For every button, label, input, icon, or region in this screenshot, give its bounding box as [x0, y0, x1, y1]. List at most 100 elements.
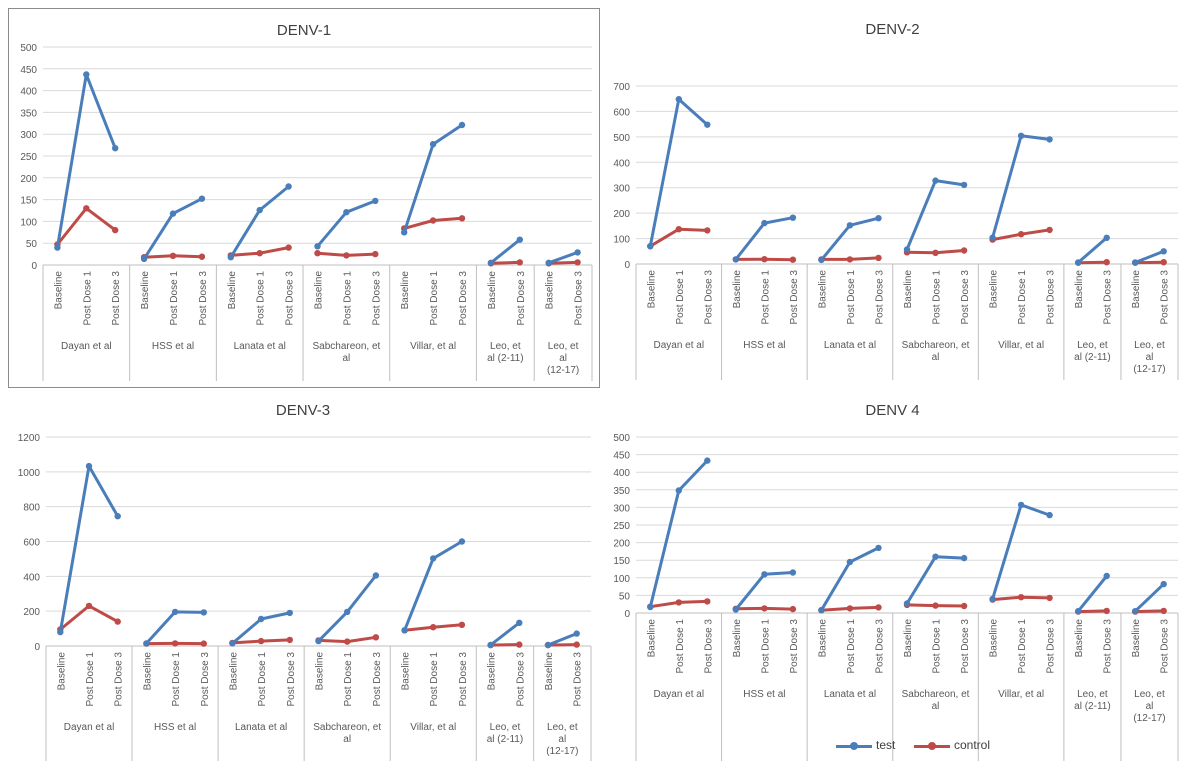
data-point-control — [846, 605, 854, 612]
data-point-control — [198, 253, 206, 260]
data-point-test — [143, 640, 150, 647]
data-point-test — [314, 243, 321, 250]
data-point-test — [1046, 136, 1053, 143]
group-label-line: (12-17) — [547, 365, 579, 376]
series-line-control — [489, 260, 522, 265]
series-line-control — [489, 643, 521, 647]
series-line-test — [1133, 249, 1166, 264]
group-label: Leo, et al (2-11) — [487, 341, 524, 364]
group-label-line: Leo, et — [490, 341, 521, 352]
data-point-control — [430, 624, 437, 631]
data-point-control — [789, 256, 797, 263]
x-tick-label: Baseline — [142, 652, 153, 691]
x-tick-label: Post Dose 3 — [703, 619, 714, 674]
x-tick-label: Post Dose 3 — [874, 270, 885, 325]
series-line-control — [1076, 260, 1109, 265]
group-label-line: (12-17) — [1133, 364, 1165, 375]
data-point-test — [675, 96, 682, 103]
data-point-test — [704, 457, 711, 464]
data-point-control — [1160, 259, 1167, 266]
data-point-control — [960, 247, 968, 254]
y-tick-label: 200 — [23, 607, 40, 618]
x-tick-label: Baseline — [56, 652, 67, 691]
group-label: HSS et al — [743, 340, 785, 351]
x-tick-label: Post Dose 1 — [429, 652, 440, 707]
y-tick-label: 600 — [613, 107, 630, 118]
data-point-test — [372, 197, 379, 205]
group-label-line: Leo, et — [1077, 340, 1108, 351]
data-point-test — [401, 627, 408, 634]
x-tick-label: Post Dose 3 — [515, 652, 526, 707]
data-point-test — [256, 206, 263, 214]
data-point-test — [1103, 572, 1110, 580]
data-point-control — [1017, 594, 1025, 601]
y-tick-label: 0 — [34, 642, 40, 653]
group-label: Dayan et al — [61, 341, 112, 352]
series-line-test — [991, 134, 1052, 240]
chart-panel-denv3: DENV-3 0 200 400 600 800 1000 1200 Baseline Post … — [8, 389, 598, 764]
x-tick-label: Baseline — [227, 271, 238, 310]
chart-svg-denv3: DENV-3 0 200 400 600 800 1000 1200 Baseline Post … — [18, 402, 592, 761]
data-point-control — [85, 602, 93, 610]
series-line-control — [547, 260, 580, 265]
group-label-line: al — [1146, 701, 1154, 712]
data-point-control — [875, 604, 882, 611]
data-point-test — [257, 615, 265, 623]
data-point-test — [227, 254, 234, 261]
x-tick-label: Post Dose 3 — [789, 270, 800, 325]
data-point-test — [903, 600, 911, 607]
group-label-line: Leo, et — [1134, 340, 1165, 351]
data-point-control — [112, 226, 119, 234]
y-tick-label: 100 — [613, 574, 630, 585]
y-tick-label: 450 — [20, 65, 37, 76]
group-label-line: al (2-11) — [1074, 352, 1111, 363]
data-point-control — [372, 634, 380, 641]
x-tick-label: Post Dose 3 — [372, 652, 383, 707]
series-line-test — [905, 179, 966, 251]
data-point-test — [83, 71, 90, 78]
x-tick-label: Post Dose 3 — [1103, 270, 1114, 325]
data-point-test — [846, 558, 854, 566]
x-tick-label: Baseline — [989, 270, 1000, 309]
x-tick-label: Baseline — [903, 270, 914, 309]
chart-title: DENV-3 — [276, 402, 330, 419]
data-point-control — [761, 256, 768, 263]
y-tick-label: 400 — [23, 572, 40, 583]
data-point-test — [732, 256, 739, 263]
data-point-test — [516, 236, 523, 243]
y-tick-label: 1000 — [18, 468, 41, 479]
series-line-test — [403, 540, 464, 632]
x-tick-label: Post Dose 3 — [703, 270, 714, 325]
x-tick-label: Post Dose 3 — [285, 271, 296, 326]
data-point-test — [761, 219, 768, 227]
y-tick-label: 400 — [613, 468, 630, 479]
group-label-line: al — [559, 353, 567, 364]
series-line-test — [144, 610, 206, 645]
group-label-line: Leo, et — [490, 722, 521, 733]
data-point-test — [487, 641, 494, 649]
group-label: Villar, et al — [410, 722, 456, 733]
series-line-control — [1133, 609, 1166, 614]
data-point-test — [761, 571, 768, 578]
group-label-line: Sabchareon, et — [902, 340, 970, 351]
group-label-line: al — [932, 352, 940, 363]
chart-panel-denv4: DENV 4 0 50 100 150 200 250 300 350 400 450 500 Base… — [600, 389, 1185, 764]
y-tick-label: 0 — [624, 609, 630, 620]
x-tick-label: Baseline — [544, 652, 555, 691]
chart-title: DENV 4 — [865, 402, 919, 419]
x-tick-label: Post Dose 1 — [932, 619, 943, 674]
data-point-control — [761, 605, 768, 612]
series-line-test — [489, 238, 522, 265]
y-tick-label: 800 — [23, 503, 40, 514]
data-point-control — [344, 638, 351, 645]
x-tick-label: Baseline — [1074, 619, 1085, 658]
y-tick-label: 150 — [613, 556, 630, 567]
x-tick-label: Baseline — [314, 271, 325, 310]
x-tick-label: Post Dose 1 — [257, 652, 268, 707]
data-point-test — [573, 630, 580, 637]
data-point-control — [429, 217, 437, 224]
x-tick-label: Post Dose 1 — [675, 619, 686, 674]
data-point-test — [343, 209, 350, 216]
group-label: Villar, et al — [998, 689, 1044, 700]
series-line-control — [1133, 260, 1166, 265]
